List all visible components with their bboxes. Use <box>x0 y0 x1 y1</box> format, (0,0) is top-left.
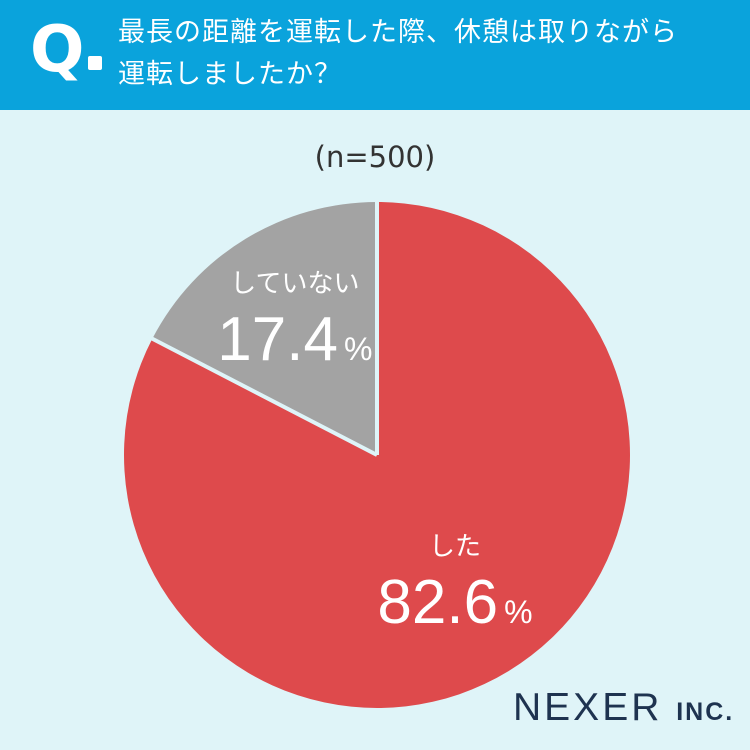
slice-label-0: した <box>429 532 481 562</box>
pie-slice-0 <box>123 202 631 709</box>
slice-separator-1 <box>150 336 378 457</box>
q-mark: Q <box>30 13 85 87</box>
logo-suffix: INC. <box>676 698 735 726</box>
pie-slice-1 <box>152 202 377 455</box>
slice-value-0: 82.6% <box>377 568 532 637</box>
question-header: Q 最長の距離を運転した際、休憩は取りながら 運転しましたか？ <box>0 0 750 110</box>
nexer-logo: NEXER INC. <box>513 688 734 727</box>
question-line-1: 最長の距離を運転した際、休憩は取りながら <box>118 17 678 48</box>
sample-size-label: (n=500) <box>314 140 436 174</box>
question-line-2: 運転しましたか？ <box>118 59 342 90</box>
slice-label-1: していない <box>230 269 359 299</box>
question-text: 最長の距離を運転した際、休憩は取りながら 運転しましたか？ <box>118 12 738 96</box>
slice-value-1: 17.4% <box>217 305 372 374</box>
logo-main: NEXER <box>513 686 663 729</box>
q-dot <box>88 56 102 70</box>
